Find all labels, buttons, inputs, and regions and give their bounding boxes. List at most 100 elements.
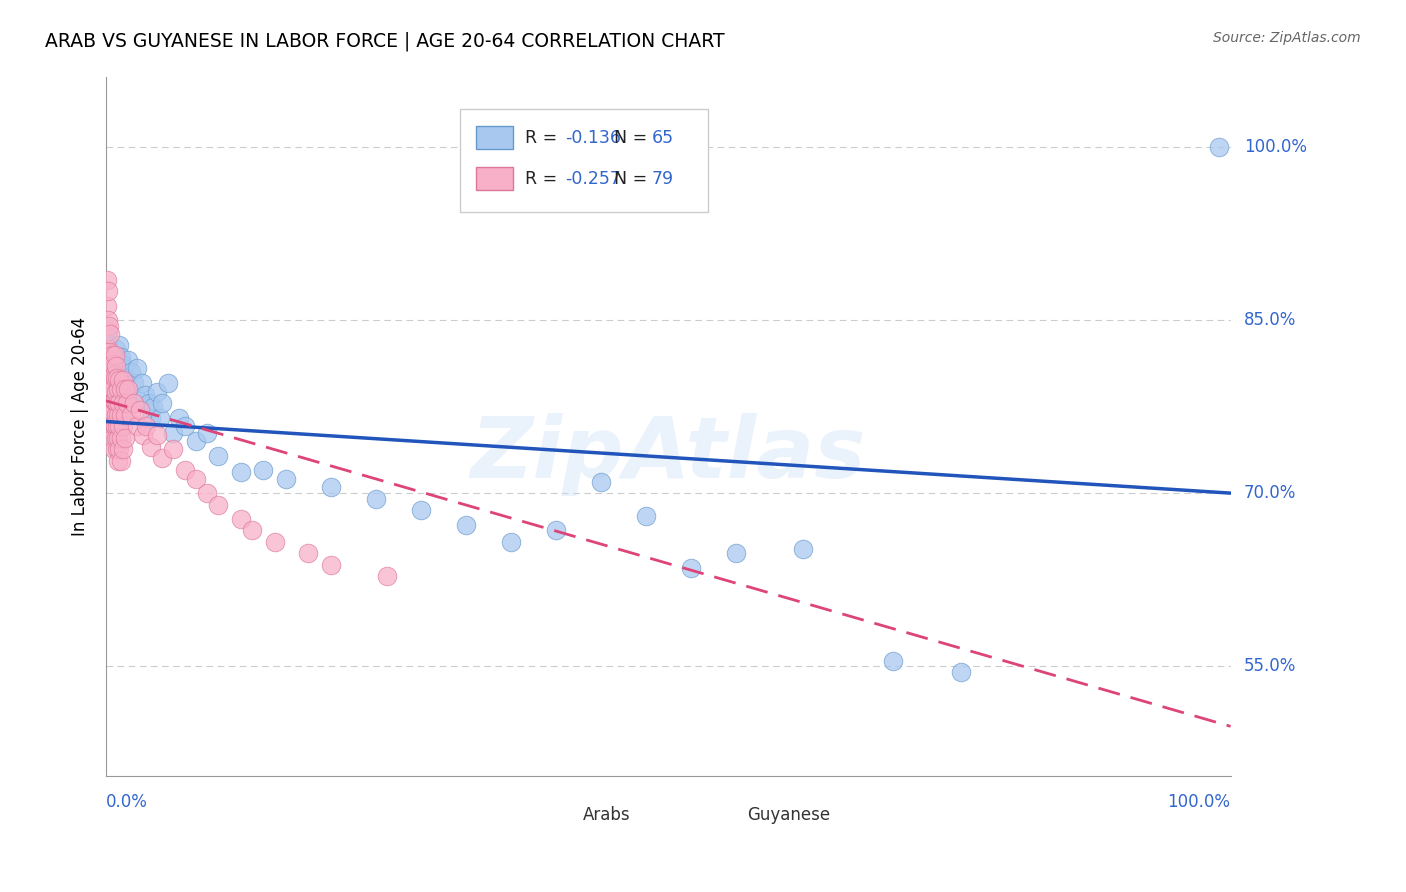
Point [589,475,612,489]
Point [105,419,128,434]
Text: ARAB VS GUYANESE IN LABOR FORCE | AGE 20-64 CORRELATION CHART: ARAB VS GUYANESE IN LABOR FORCE | AGE 20… [45,31,724,51]
Point [105,342,128,356]
Point [100,373,122,387]
Point [105,359,128,373]
Point [111,396,134,410]
Point [127,419,149,434]
Text: 79: 79 [651,169,673,187]
Text: Source: ZipAtlas.com: Source: ZipAtlas.com [1213,31,1361,45]
Point [108,396,131,410]
Point [111,361,134,376]
FancyBboxPatch shape [460,109,707,212]
Point [117,396,139,410]
FancyBboxPatch shape [547,810,578,829]
Point [105,370,128,384]
Text: N =: N = [614,129,652,147]
Point [145,384,167,399]
Point [104,370,127,384]
Point [110,373,132,387]
Point [114,382,136,396]
Text: 100.0%: 100.0% [1167,793,1230,812]
Point [679,561,702,575]
Point [229,511,252,525]
Point [108,442,131,457]
Point [101,357,124,371]
Point [195,486,218,500]
Point [101,370,124,384]
Point [100,408,122,422]
Point [882,654,904,668]
Y-axis label: In Labor Force | Age 20-64: In Labor Force | Age 20-64 [72,318,89,536]
Point [96,336,118,351]
Point [100,353,122,368]
Point [97,325,120,339]
Text: Arabs: Arabs [582,806,630,824]
Point [100,370,122,384]
Point [103,368,125,383]
Point [105,384,128,399]
Point [252,463,274,477]
Point [100,380,122,394]
Point [104,347,127,361]
Text: -0.257: -0.257 [565,169,620,187]
Point [105,350,128,364]
Point [150,451,173,466]
Point [108,373,131,387]
Point [499,534,522,549]
Point [364,491,387,506]
Text: 65: 65 [651,129,673,147]
Point [162,426,184,441]
Point [98,359,121,373]
Point [114,382,136,396]
Point [544,523,567,537]
Point [134,388,156,402]
Text: 55.0%: 55.0% [1244,657,1296,675]
Point [103,417,125,431]
Point [375,569,398,583]
Point [107,376,129,391]
Point [263,534,285,549]
Point [104,353,127,368]
Point [100,396,122,410]
Point [111,419,134,434]
Point [101,382,124,396]
Point [100,423,122,437]
Point [454,518,477,533]
Point [98,318,121,333]
Text: Guyanese: Guyanese [747,806,830,824]
Text: 0.0%: 0.0% [105,793,148,812]
Text: 100.0%: 100.0% [1244,137,1308,156]
Point [110,454,132,468]
Point [101,405,124,419]
Text: 70.0%: 70.0% [1244,484,1296,502]
Point [105,359,128,373]
Point [110,408,132,422]
Point [108,419,131,434]
Point [117,382,139,396]
Point [184,472,207,486]
Point [120,365,142,379]
Point [297,546,319,560]
Point [792,541,814,556]
Point [117,353,139,368]
Point [409,503,432,517]
Point [114,408,136,422]
Point [229,466,252,480]
Point [107,408,129,422]
Point [103,442,125,457]
Point [100,347,122,361]
FancyBboxPatch shape [475,127,513,149]
Point [114,431,136,445]
Point [111,357,134,371]
Point [195,426,218,441]
Point [100,370,122,384]
Point [110,382,132,396]
Point [96,272,118,286]
Point [184,434,207,449]
Point [115,370,138,384]
Point [135,419,157,434]
Point [101,347,124,361]
Point [120,408,142,422]
Point [108,361,131,376]
Point [949,665,972,679]
